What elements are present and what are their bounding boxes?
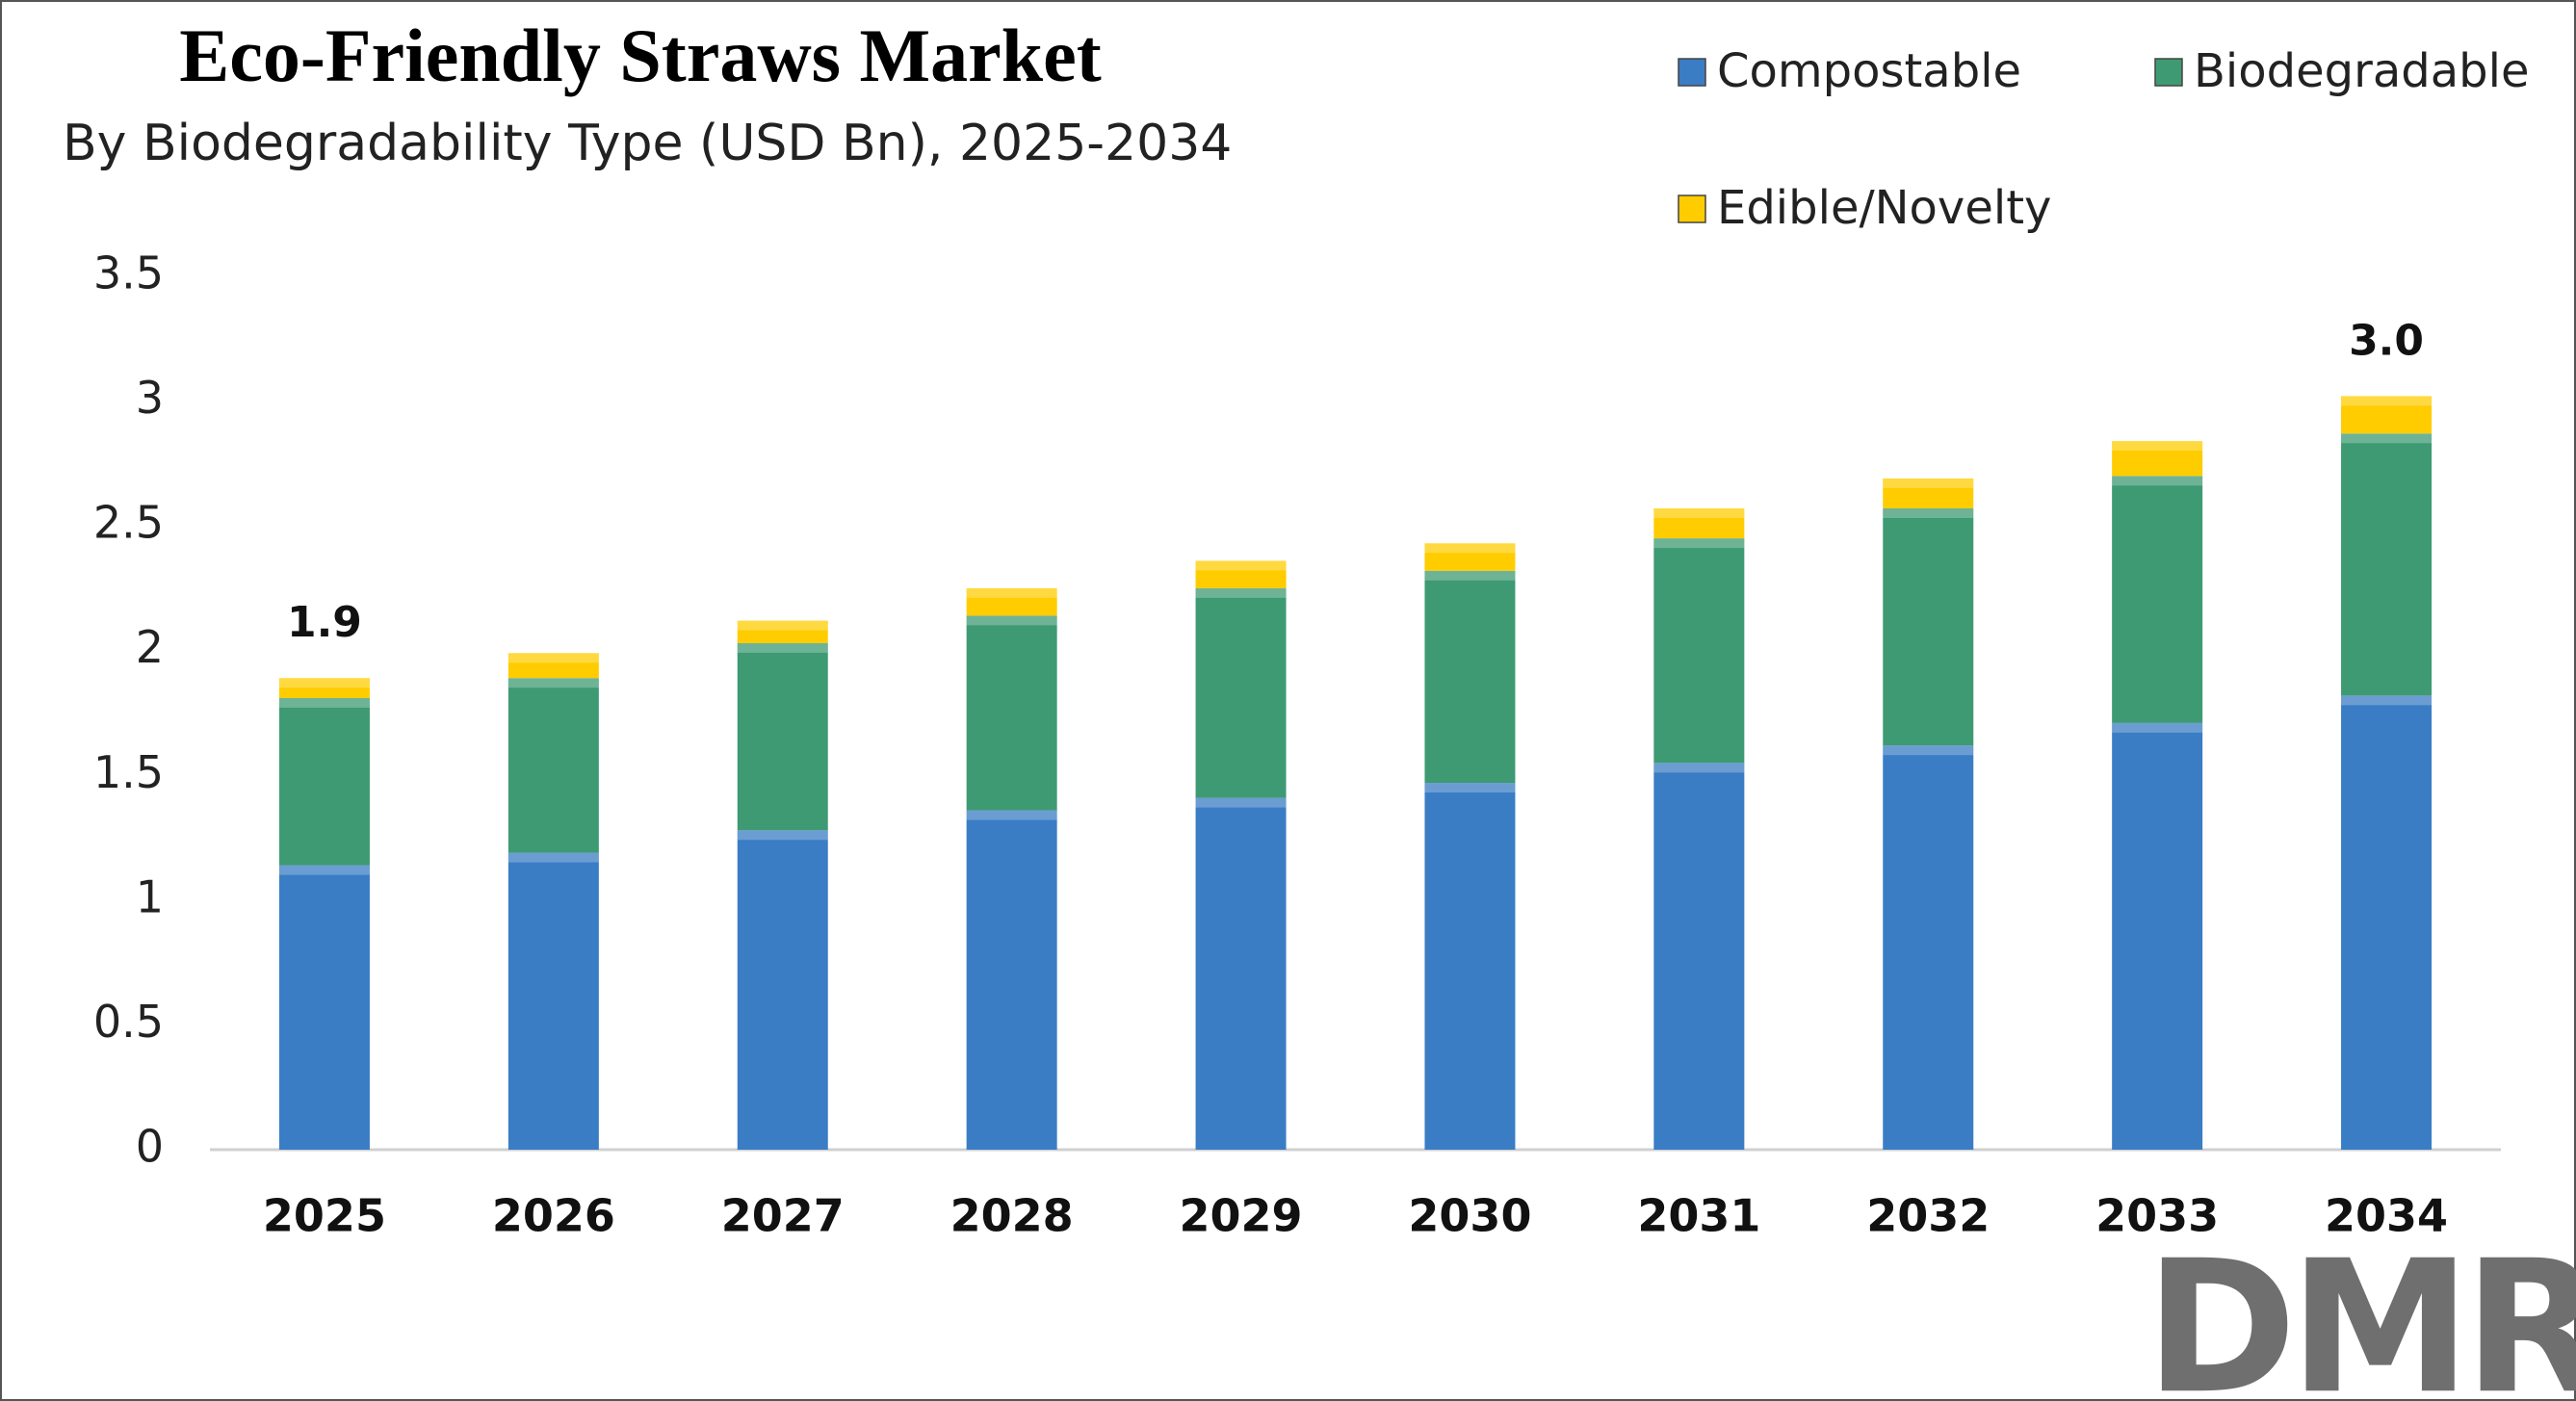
bar-highlight: [1424, 783, 1516, 793]
y-tick-label: 0: [136, 1121, 164, 1173]
chart-subtitle: By Biodegradability Type (USD Bn), 2025-…: [63, 115, 1232, 172]
bar-highlight: [1424, 570, 1516, 581]
bar-highlight: [278, 865, 370, 875]
y-tick-label: 3: [136, 372, 164, 424]
bar-segment: [2341, 396, 2433, 434]
bar-segment: [2341, 433, 2433, 696]
bar-highlight: [2112, 722, 2203, 733]
bar-highlight: [507, 852, 599, 863]
bar-highlight: [1653, 538, 1745, 549]
bar-highlight: [1424, 543, 1516, 554]
x-tick-label: 2033: [2095, 1190, 2219, 1242]
bar-segment: [1653, 538, 1745, 764]
bar-segment: [278, 678, 370, 698]
y-tick-label: 2.5: [93, 497, 164, 549]
total-label: 1.9: [287, 598, 362, 647]
bar-segment: [2341, 695, 2433, 1150]
bar-segment: [966, 615, 1057, 811]
y-tick-label: 3.5: [93, 247, 164, 299]
bar-highlight: [1195, 560, 1287, 571]
bar-highlight: [278, 697, 370, 708]
bar-segment: [1195, 797, 1287, 1150]
legend-label: Edible/Novelty: [1717, 181, 2051, 235]
x-tick-label: 2026: [492, 1190, 615, 1242]
bar-highlight: [1883, 478, 1974, 488]
bar-highlight: [1653, 508, 1745, 519]
bar-segment: [1883, 508, 1974, 746]
total-label: 3.0: [2349, 316, 2424, 365]
x-tick-label: 2034: [2325, 1190, 2448, 1242]
bar-highlight: [966, 615, 1057, 626]
bar-segment: [737, 620, 828, 643]
bar-highlight: [1195, 797, 1287, 808]
bar-segment: [966, 587, 1057, 616]
bar-highlight: [737, 620, 828, 631]
legend-swatch: [1678, 58, 1706, 87]
x-tick-label: 2025: [263, 1190, 386, 1242]
bar-segment: [1195, 587, 1287, 798]
bar-segment: [1424, 543, 1516, 571]
bar-highlight: [966, 587, 1057, 598]
bar-highlight: [737, 642, 828, 653]
y-tick-label: 2: [136, 621, 164, 673]
logo: DMR: [2145, 1221, 2576, 1401]
bar-segment: [1883, 745, 1974, 1150]
bar-segment: [1653, 763, 1745, 1150]
bar-highlight: [1195, 587, 1287, 598]
x-tick-label: 2032: [1866, 1190, 1990, 1242]
bar-segment: [2112, 722, 2203, 1150]
bar-segment: [1424, 783, 1516, 1150]
bar-highlight: [1883, 508, 1974, 519]
x-tick-label: 2027: [721, 1190, 845, 1242]
bar-segment: [507, 852, 599, 1150]
bar-highlight: [507, 653, 599, 663]
bar-segment: [966, 810, 1057, 1150]
legend-swatch: [2154, 58, 2183, 87]
bar-highlight: [2112, 441, 2203, 452]
bar-segment: [1653, 508, 1745, 539]
bar-segment: [737, 642, 828, 831]
bar-segment: [737, 830, 828, 1150]
x-tick-label: 2030: [1408, 1190, 1531, 1242]
bar-highlight: [2341, 396, 2433, 406]
bar-segment: [278, 697, 370, 866]
bar-highlight: [2341, 433, 2433, 444]
bar-highlight: [2341, 695, 2433, 706]
bar-segment: [278, 865, 370, 1150]
chart-title: Eco-Friendly Straws Market: [179, 13, 1102, 97]
y-tick-label: 1: [136, 870, 164, 922]
bar-highlight: [2112, 476, 2203, 486]
bar-segment: [507, 678, 599, 853]
bar-highlight: [278, 678, 370, 688]
bar-highlight: [507, 678, 599, 688]
y-tick-label: 1.5: [93, 746, 164, 798]
bar-highlight: [1653, 763, 1745, 773]
x-tick-label: 2029: [1180, 1190, 1303, 1242]
y-tick-label: 0.5: [93, 996, 164, 1048]
bar-segment: [507, 653, 599, 679]
legend-swatch: [1678, 195, 1706, 223]
legend-label: Compostable: [1717, 44, 2021, 98]
bar-segment: [2112, 476, 2203, 723]
x-tick-label: 2028: [950, 1190, 1074, 1242]
bar-highlight: [1883, 745, 1974, 756]
bar-segment: [2112, 441, 2203, 477]
bar-segment: [1195, 560, 1287, 588]
legend-label: Biodegradable: [2194, 44, 2529, 98]
bar-segment: [1424, 570, 1516, 784]
x-tick-label: 2031: [1637, 1190, 1760, 1242]
bar-highlight: [737, 830, 828, 841]
bar-segment: [1883, 478, 1974, 509]
bar-highlight: [966, 810, 1057, 820]
